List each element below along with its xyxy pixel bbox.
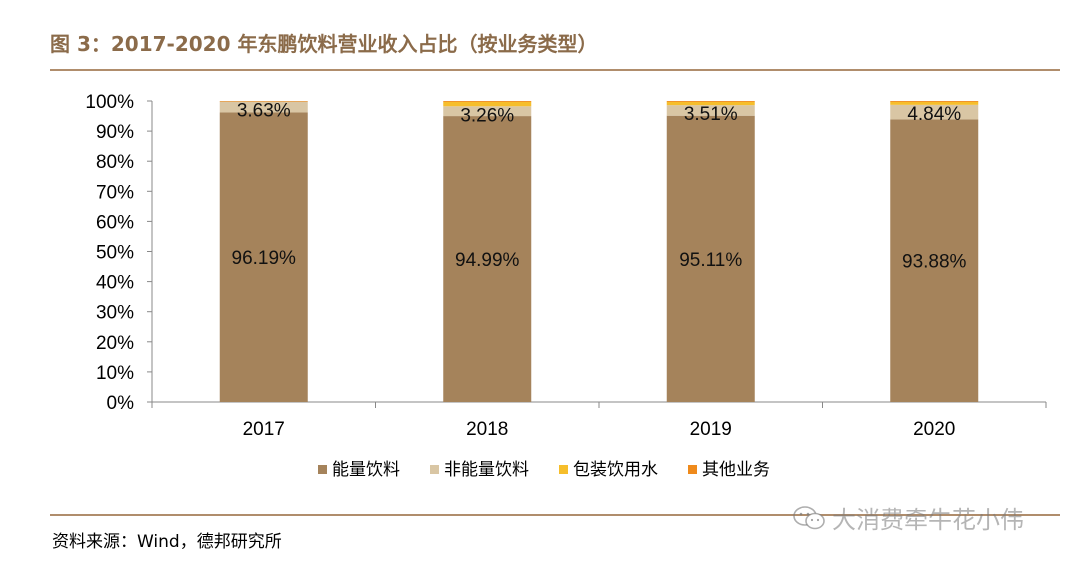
y-tick-label: 90% <box>96 122 134 143</box>
data-label: 96.19% <box>232 248 297 269</box>
watermark: 大消费牵牛花小伟 <box>792 500 1024 535</box>
x-tick-label: 2017 <box>243 419 285 440</box>
y-tick-label: 60% <box>96 212 134 233</box>
bar-segment <box>666 101 755 102</box>
bar-segment <box>890 104 979 120</box>
legend-label: 包装饮用水 <box>573 460 658 480</box>
wechat-icon <box>793 505 825 529</box>
bar-segment <box>443 106 532 117</box>
chart-bars <box>219 101 979 402</box>
bar-segment <box>666 105 755 116</box>
y-tick-label: 10% <box>96 363 134 384</box>
data-label: 3.63% <box>237 101 291 122</box>
data-label: 95.11% <box>679 250 742 271</box>
watermark-text: 大消费牵牛花小伟 <box>832 506 1024 534</box>
top-divider <box>50 69 1060 71</box>
y-tick-label: 0% <box>107 393 135 414</box>
bar-segment <box>219 112 308 402</box>
y-tick-label: 50% <box>96 243 134 264</box>
x-tick-label: 2018 <box>466 419 508 440</box>
bar-segment <box>890 119 979 402</box>
data-label: 3.26% <box>460 105 514 126</box>
chart-title: 图 3：2017-2020 年东鹏饮料营业收入占比（按业务类型） <box>50 32 598 56</box>
bar-segment <box>890 101 979 102</box>
legend-swatch <box>318 465 327 474</box>
y-tick-label: 20% <box>96 333 134 354</box>
data-label: 94.99% <box>455 250 520 271</box>
legend-swatch <box>559 465 568 474</box>
bar-segment <box>219 101 308 102</box>
data-label: 93.88% <box>902 252 967 273</box>
bar-segment <box>219 101 308 113</box>
y-tick-label: 30% <box>96 303 134 324</box>
x-tick-label: 2020 <box>913 419 955 440</box>
y-tick-label: 40% <box>96 273 134 294</box>
bar-segment <box>666 101 755 106</box>
bar-segment <box>890 101 979 105</box>
y-tick-label: 100% <box>85 92 134 113</box>
data-label: 3.51% <box>684 104 738 125</box>
source-note: 资料来源：Wind，德邦研究所 <box>52 532 282 552</box>
legend-swatch <box>688 465 697 474</box>
bottom-divider <box>50 514 1060 516</box>
chart-legend: 能量饮料 非能量饮料 包装饮用水 其他业务 <box>318 460 770 480</box>
data-label: 4.84% <box>907 104 961 125</box>
y-tick-label: 70% <box>96 182 134 203</box>
bar-segment <box>443 101 532 107</box>
y-tick-label: 80% <box>96 152 134 173</box>
x-tick-label: 2019 <box>690 419 732 440</box>
bar-segment <box>443 116 532 402</box>
bar-segment <box>666 115 755 402</box>
legend-label: 能量饮料 <box>332 460 400 480</box>
chart-data-labels: 96.19% 3.63% 94.99% 3.26% 95.11% 3.51% 93.88% 4… <box>232 101 967 273</box>
legend-label: 非能量饮料 <box>444 460 529 480</box>
legend-label: 其他业务 <box>702 460 770 480</box>
legend-swatch <box>430 465 439 474</box>
bar-segment <box>443 101 532 102</box>
